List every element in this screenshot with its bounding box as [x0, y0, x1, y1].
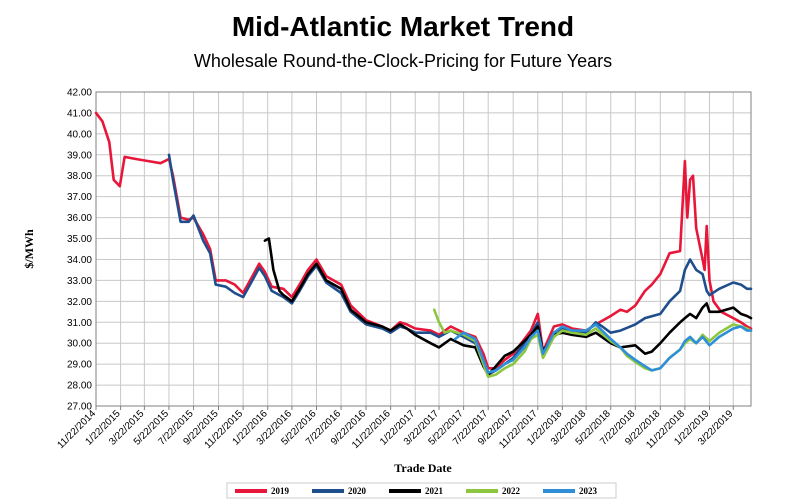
y-tick-label: 28.00: [67, 381, 92, 392]
series-line-2021: [263, 237, 753, 376]
y-tick-label: 38.00: [67, 171, 92, 182]
series-line-2019: [94, 111, 753, 370]
series-lines: [94, 111, 753, 378]
y-tick-label: 41.00: [67, 108, 92, 119]
y-tick-label: 27.00: [67, 402, 92, 413]
y-tick-label: 35.00: [67, 234, 92, 245]
legend-label-2023: 2023: [579, 486, 598, 496]
legend-label-2021: 2021: [425, 486, 444, 496]
plot-area: [95, 91, 752, 407]
y-tick-label: 34.00: [67, 255, 92, 266]
x-axis-title: Trade Date: [394, 461, 452, 475]
y-tick-label: 37.00: [67, 192, 92, 203]
y-tick-label: 31.00: [67, 318, 92, 329]
x-axis-ticks: 11/22/20141/22/20153/22/20155/22/20157/2…: [55, 406, 736, 451]
y-axis-ticks: 27.00 28.00 29.00 30.00 31.00 32.00 33.00 34.00…: [67, 88, 92, 413]
y-tick-label: 40.00: [67, 129, 92, 140]
y-tick-label: 29.00: [67, 360, 92, 371]
series-line-2023: [453, 323, 753, 374]
legend: 2019 2020 2021 2022 2023: [226, 482, 617, 499]
y-tick-label: 30.00: [67, 339, 92, 350]
y-tick-label: 33.00: [67, 276, 92, 287]
gridlines: [95, 91, 751, 407]
y-tick-label: 39.00: [67, 150, 92, 161]
y-tick-label: 32.00: [67, 297, 92, 308]
chart-title: Mid-Atlantic Market Trend: [232, 11, 574, 42]
legend-label-2019: 2019: [271, 486, 290, 496]
y-tick-label: 36.00: [67, 213, 92, 224]
legend-box: [226, 482, 617, 499]
y-axis-title: $/MWh: [22, 229, 36, 269]
chart-subtitle: Wholesale Round-the-Clock-Pricing for Fu…: [194, 51, 612, 71]
legend-label-2022: 2022: [502, 486, 521, 496]
y-tick-label: 42.00: [67, 88, 92, 99]
legend-label-2020: 2020: [348, 486, 367, 496]
